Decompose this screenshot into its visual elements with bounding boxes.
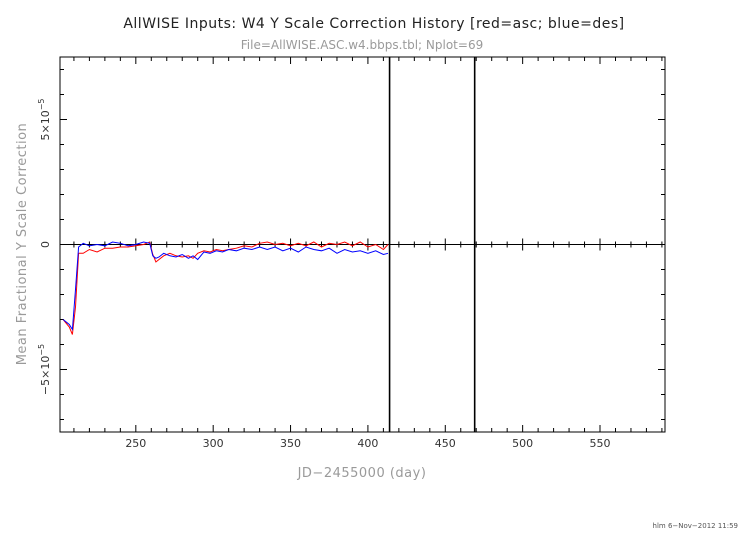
series-line-asc bbox=[62, 241, 389, 335]
x-tick-label: 500 bbox=[512, 437, 533, 450]
x-tick-label: 450 bbox=[435, 437, 456, 450]
y-tick-label: −5×10−5 bbox=[37, 344, 52, 395]
timestamp-stamp: hlm 6−Nov−2012 11:59 bbox=[653, 522, 738, 530]
y-tick-label: 5×10−5 bbox=[37, 98, 52, 140]
chart-subtitle: File=AllWISE.ASC.w4.bbps.tbl; Nplot=69 bbox=[241, 38, 483, 52]
series-line-des bbox=[62, 241, 389, 332]
chart-title: AllWISE Inputs: W4 Y Scale Correction Hi… bbox=[123, 16, 624, 32]
x-tick-label: 400 bbox=[357, 437, 378, 450]
plot-area: 250 300 350 400 450 500 550 5×10−5 0 −5×10−5 bbox=[37, 56, 666, 450]
x-axis-label: JD−2455000 (day) bbox=[297, 466, 427, 481]
y-axis-label: Mean Fractional Y Scale Correction bbox=[15, 123, 30, 366]
x-tick-label: 350 bbox=[280, 437, 301, 450]
x-tick-label: 300 bbox=[203, 437, 224, 450]
x-tick-label: 250 bbox=[125, 437, 146, 450]
y-tick-label: 0 bbox=[39, 241, 52, 248]
x-tick-label: 550 bbox=[590, 437, 611, 450]
